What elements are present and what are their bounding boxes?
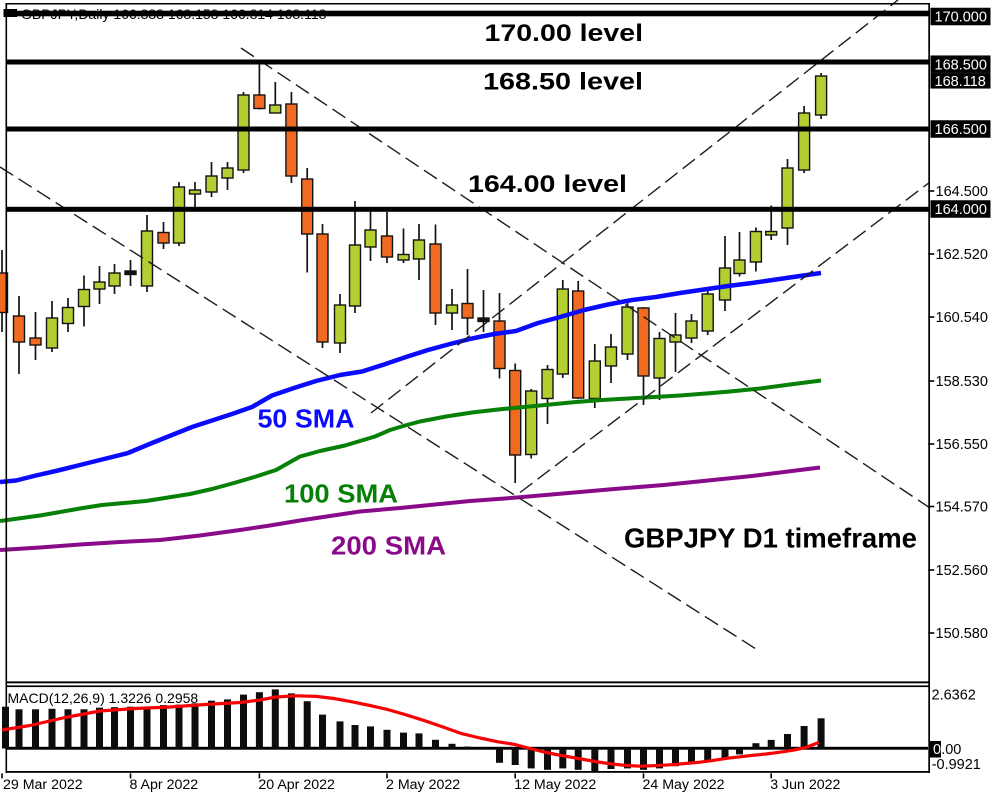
svg-text:150.580: 150.580: [936, 626, 988, 642]
svg-text:8 Apr 2022: 8 Apr 2022: [130, 777, 199, 793]
svg-text:3 Jun 2022: 3 Jun 2022: [770, 777, 840, 793]
svg-text:170.000: 170.000: [935, 10, 987, 26]
svg-text:154.570: 154.570: [936, 500, 988, 516]
svg-text:168.500: 168.500: [935, 57, 987, 73]
svg-text:158.530: 158.530: [936, 374, 988, 390]
svg-text:12 May 2022: 12 May 2022: [514, 777, 596, 793]
svg-text:20 Apr 2022: 20 Apr 2022: [258, 777, 335, 793]
svg-text:2.6362: 2.6362: [932, 688, 976, 704]
svg-text:0: 0: [933, 742, 941, 758]
svg-text:100 SMA: 100 SMA: [284, 479, 398, 509]
svg-text:166.500: 166.500: [935, 122, 987, 138]
svg-text:MACD(12,26,9) 1.3226 0.2958: MACD(12,26,9) 1.3226 0.2958: [8, 690, 199, 706]
svg-text:162.520: 162.520: [936, 247, 988, 263]
svg-text:170.00 level: 170.00 level: [485, 20, 644, 47]
svg-text:168.118: 168.118: [935, 74, 986, 90]
svg-text:.00: .00: [941, 742, 961, 758]
svg-text:164.500: 164.500: [936, 184, 988, 200]
svg-text:164.000: 164.000: [935, 202, 987, 218]
svg-text:164.00 level: 164.00 level: [468, 171, 627, 198]
svg-text:-0.9921: -0.9921: [932, 757, 981, 773]
svg-text:GBPJPY D1 timeframe: GBPJPY D1 timeframe: [624, 523, 917, 554]
svg-text:2 May 2022: 2 May 2022: [386, 777, 460, 793]
svg-text:168.50 level: 168.50 level: [483, 68, 643, 95]
svg-text:152.560: 152.560: [936, 563, 988, 579]
svg-text:24 May 2022: 24 May 2022: [643, 777, 725, 793]
svg-text:160.540: 160.540: [936, 310, 988, 326]
svg-text:50 SMA: 50 SMA: [258, 404, 355, 434]
svg-text:156.550: 156.550: [936, 437, 988, 453]
svg-text:29 Mar 2022: 29 Mar 2022: [3, 777, 83, 793]
svg-text:200 SMA: 200 SMA: [331, 531, 446, 561]
